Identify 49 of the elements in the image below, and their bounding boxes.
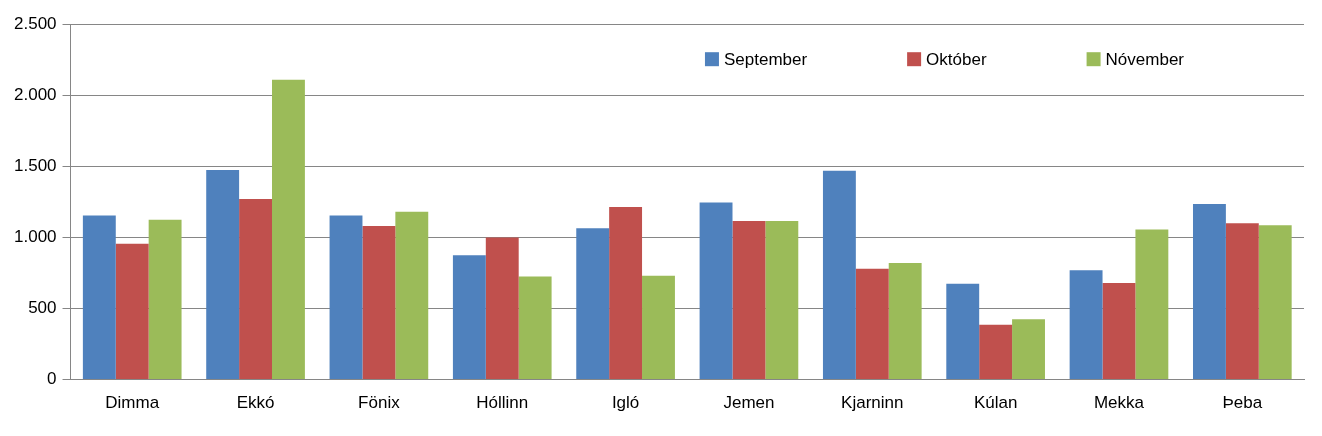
x-tick-label: Ekkó (236, 393, 275, 413)
legend-label: Nóvember (1105, 49, 1185, 69)
bar (329, 215, 363, 380)
bar (362, 226, 396, 380)
y-tick-label: 1.000 (13, 227, 57, 247)
bar (115, 243, 149, 380)
bar (1225, 223, 1259, 380)
x-tick-label: Fönix (358, 393, 401, 413)
bar (1192, 204, 1226, 380)
bar (946, 283, 980, 380)
bar (822, 170, 856, 380)
bar (518, 276, 552, 380)
x-tick-label: Dimma (105, 393, 160, 413)
bar (642, 275, 675, 380)
legend-label: Október (926, 49, 987, 69)
bar (1102, 282, 1136, 380)
bar (699, 202, 733, 380)
bar (1069, 270, 1103, 380)
bar (148, 219, 182, 380)
bar (239, 199, 273, 380)
bar (855, 268, 889, 380)
x-tick-label: Hóllinn (476, 393, 529, 413)
x-tick-label: Kjarninn (841, 393, 904, 413)
x-tick-label: Mekka (1093, 393, 1145, 413)
bar (979, 324, 1013, 380)
bar (1258, 225, 1292, 380)
bar (1135, 229, 1169, 380)
legend-label: September (723, 49, 808, 69)
bar (576, 228, 610, 380)
bar (206, 169, 240, 380)
y-tick-label: 0 (47, 369, 57, 389)
bar (765, 221, 799, 380)
bar (888, 263, 922, 380)
y-tick-label: 1.500 (13, 156, 57, 176)
bar (82, 215, 116, 380)
y-tick-label: 500 (28, 298, 57, 318)
bar (1012, 319, 1045, 380)
bar (609, 206, 643, 380)
y-tick-label: 2.000 (13, 84, 57, 104)
x-tick-label: Kúlan (973, 393, 1018, 413)
y-tick-label: 2.500 (13, 13, 57, 33)
bar (272, 79, 305, 380)
x-tick-label: Igló (611, 393, 640, 413)
bar (732, 221, 766, 380)
bar (452, 255, 486, 380)
x-tick-label: Jemen (723, 393, 775, 413)
bar (485, 237, 519, 380)
x-tick-label: Þeba (1222, 393, 1263, 413)
bar (395, 211, 429, 380)
